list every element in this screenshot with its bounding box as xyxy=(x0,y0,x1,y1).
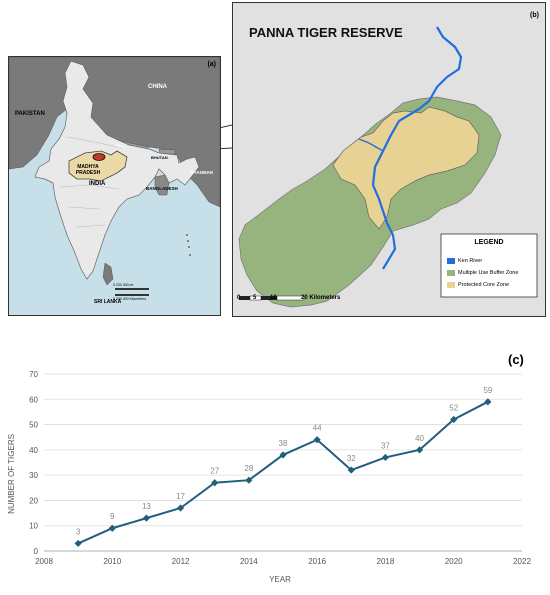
data-point-marker xyxy=(211,479,219,487)
y-tick-label: 60 xyxy=(29,395,38,404)
y-tick-label: 20 xyxy=(29,496,38,505)
series-polyline xyxy=(77,400,489,545)
series-line xyxy=(77,400,489,545)
axes: 0 10 20 30 40 50 60 70 2008 2010 2012 2014 2016 2018 2… xyxy=(29,370,531,566)
scale-km-text: 0 200 400 Kilometers xyxy=(113,297,147,301)
scale-bar-b xyxy=(239,295,305,301)
x-tick-label: 2018 xyxy=(377,557,395,566)
x-tick-label: 2014 xyxy=(240,557,258,566)
x-axis-label: YEAR xyxy=(269,575,291,584)
x-tick-label: 2010 xyxy=(103,557,121,566)
data-value-label: 28 xyxy=(244,464,253,473)
bangladesh-shape xyxy=(154,174,170,196)
data-value-label: 59 xyxy=(483,386,492,395)
scale-miles-text: 0 200 400 mi xyxy=(113,283,134,287)
ken-river-path xyxy=(371,26,463,270)
x-tick-label: 2016 xyxy=(308,557,326,566)
reserve-title: PANNA TIGER RESERVE xyxy=(249,25,403,40)
data-labels: 3 9 13 17 27 28 38 44 32 37 40 52 59 xyxy=(76,386,493,537)
label-china: CHINA xyxy=(148,84,167,90)
x-tick-label: 2012 xyxy=(172,557,190,566)
scale-bar-a xyxy=(115,288,149,296)
scale-tick-10: 10 xyxy=(270,295,277,301)
x-tick-label: 2008 xyxy=(35,557,53,566)
data-point-marker xyxy=(74,539,82,548)
label-bangladesh: BANGLADESH xyxy=(146,186,178,191)
legend-label-river: Ken River xyxy=(458,258,483,264)
scale-tick-5: 5 xyxy=(253,295,257,301)
data-value-label: 37 xyxy=(381,441,390,450)
data-point-marker xyxy=(245,476,253,484)
legend-title: LEGEND xyxy=(474,239,504,246)
label-sri-lanka: SRI LANKA xyxy=(94,299,122,305)
data-value-label: 27 xyxy=(210,467,219,476)
data-value-label: 32 xyxy=(347,454,356,463)
panel-b-label: (b) xyxy=(530,12,539,19)
y-tick-label: 40 xyxy=(29,446,38,455)
x-tick-label: 2020 xyxy=(445,557,463,566)
data-point-marker xyxy=(176,504,185,512)
data-value-label: 52 xyxy=(449,404,458,413)
legend-label-buffer: Multiple Use Buffer Zone xyxy=(458,270,519,276)
panel-a-label: (a) xyxy=(207,61,216,68)
scale-tick-20: 20 Kilometers xyxy=(301,295,341,301)
label-madhya-pradesh: MADHYA PRADESH xyxy=(75,164,101,176)
india-map-svg xyxy=(9,57,220,296)
data-point-marker xyxy=(313,436,321,444)
label-bhutan: BHUTAN xyxy=(151,155,168,160)
data-point-marker xyxy=(450,415,458,424)
data-value-label: 9 xyxy=(110,512,115,521)
chart-svg: 0 10 20 30 40 50 60 70 2008 2010 2012 2014 2016 2018 2… xyxy=(7,370,531,584)
india-locator-map: (a) PAKISTAN CHINA NEPAL BHUTAN MADHYA P… xyxy=(8,56,221,316)
data-points xyxy=(74,398,492,548)
data-value-label: 13 xyxy=(142,502,151,511)
data-point-marker xyxy=(108,524,116,532)
data-point-marker xyxy=(484,398,492,406)
x-tick-label: 2022 xyxy=(513,557,531,566)
legend-swatch-buffer xyxy=(447,270,455,276)
data-value-label: 17 xyxy=(176,492,185,501)
label-myanmar: MYANMAR xyxy=(190,170,214,175)
y-tick-label: 10 xyxy=(29,522,38,531)
data-value-label: 44 xyxy=(313,424,322,433)
legend-box xyxy=(440,233,538,298)
legend-swatch-river xyxy=(447,258,455,264)
legend-label-core: Protected Core Zone xyxy=(458,282,510,288)
sri-lanka-shape xyxy=(102,262,114,286)
panna-reserve-marker xyxy=(92,153,106,161)
y-tick-label: 0 xyxy=(34,547,39,556)
tiger-population-chart: (c) 0 10 20 30 40 50 60 70 2008 2010 2012 2014 2016 2… xyxy=(0,330,550,590)
panna-reserve-map: (b) PANNA TIGER RESERVE LEGEND Ken River… xyxy=(232,2,546,317)
label-india: INDIA xyxy=(89,181,106,187)
data-value-label: 3 xyxy=(76,527,81,536)
bhutan-shape xyxy=(158,148,176,155)
state-borders xyxy=(60,136,128,228)
reserve-map-svg xyxy=(238,26,538,308)
data-point-marker xyxy=(381,453,390,462)
scale-tick-0: 0 xyxy=(237,295,241,301)
data-value-label: 40 xyxy=(415,434,424,443)
data-point-marker xyxy=(142,514,151,522)
panel-c-label: (c) xyxy=(508,352,524,367)
madhya-pradesh-shape xyxy=(68,150,128,182)
legend-swatch-core xyxy=(447,282,455,288)
grid-lines xyxy=(44,373,522,552)
river-tributary xyxy=(358,138,384,152)
data-value-label: 38 xyxy=(279,439,288,448)
y-axis-label: NUMBER OF TIGERS xyxy=(7,434,16,514)
andaman-islands xyxy=(186,234,191,256)
y-tick-label: 50 xyxy=(29,421,38,430)
y-tick-label: 30 xyxy=(29,471,38,480)
core-zone-shape xyxy=(332,106,480,230)
y-tick-label: 70 xyxy=(29,370,38,379)
label-pakistan: PAKISTAN xyxy=(15,111,45,117)
